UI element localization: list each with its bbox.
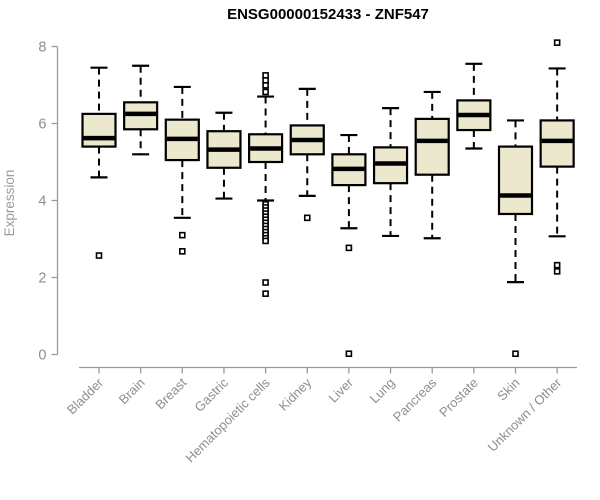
iqr-box — [81, 112, 117, 148]
boxplot-brain — [123, 64, 159, 156]
outlier-point — [553, 261, 561, 269]
x-tick-label: Lung — [367, 375, 398, 406]
iqr-box — [539, 119, 575, 168]
x-tick-label: Skin — [494, 375, 522, 403]
iqr-box — [414, 117, 450, 176]
outlier-point — [262, 237, 269, 245]
y-tick-label: 0 — [38, 348, 46, 364]
outlier-point — [553, 268, 561, 275]
outlier-point — [179, 231, 186, 239]
x-tick-label: Liver — [325, 375, 356, 406]
box-group — [81, 39, 575, 358]
boxplot-skin — [497, 119, 534, 358]
outlier-point — [303, 214, 311, 222]
boxplot-bladder — [81, 66, 117, 259]
y-tick-label: 8 — [38, 40, 46, 56]
outlier-point — [553, 39, 561, 46]
outlier-point — [512, 350, 519, 358]
outlier-point — [262, 290, 269, 297]
boxplot-breast — [164, 85, 200, 255]
x-tick-label: Bladder — [64, 375, 107, 418]
x-tick-label: Gastric — [191, 375, 231, 415]
y-tick-label: 6 — [38, 117, 46, 133]
iqr-box — [497, 145, 534, 216]
y-axis-label: Expression — [2, 170, 17, 237]
boxplot-kidney — [289, 87, 325, 222]
outlier-point — [345, 350, 353, 358]
boxplot-prostate — [456, 62, 492, 150]
x-tick-label: Breast — [152, 375, 189, 412]
y-tick-label: 2 — [38, 271, 46, 287]
boxplot-unknown-other — [539, 39, 575, 275]
boxplot-lung — [372, 106, 409, 238]
outlier-point — [345, 244, 353, 252]
outlier-point — [262, 279, 269, 286]
chart-title: ENSG00000152433 - ZNF547 — [227, 6, 429, 23]
outlier-point — [262, 88, 269, 96]
x-tick-label: Kidney — [276, 375, 315, 414]
x-tick-label: Pancreas — [390, 375, 440, 425]
boxplot-liver — [331, 133, 367, 358]
x-tick-label: Unknown / Other — [485, 375, 565, 455]
boxplot-gastric — [206, 111, 242, 200]
x-tick-label: Prostate — [436, 375, 481, 420]
outlier-point — [179, 248, 186, 255]
boxplot-pancreas — [414, 90, 450, 240]
outlier-point — [262, 82, 269, 89]
outlier-point — [95, 252, 103, 259]
y-tick-label: 4 — [38, 194, 46, 210]
x-tick-label: Brain — [116, 375, 148, 407]
boxplot-hematopoietic-cells — [248, 72, 284, 297]
